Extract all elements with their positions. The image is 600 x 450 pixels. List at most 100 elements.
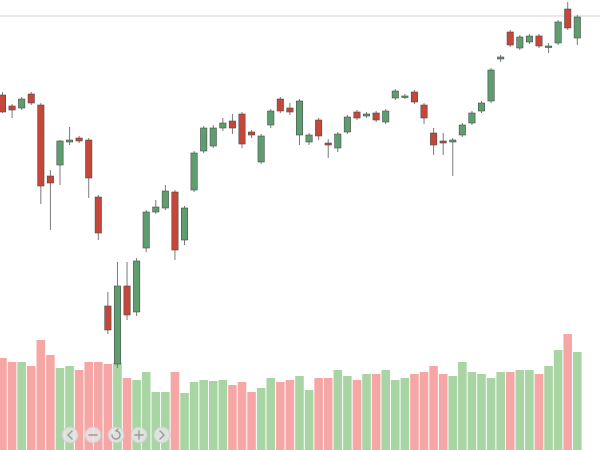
candle-body — [267, 110, 275, 126]
volume-bar — [333, 370, 343, 450]
candle-body — [487, 69, 495, 102]
candle-body — [181, 207, 189, 241]
volume-bar — [276, 382, 285, 450]
volume-bar — [170, 372, 180, 450]
candle-body — [449, 139, 457, 143]
candle-body — [85, 139, 93, 179]
candle-body — [37, 104, 45, 187]
volume-bar — [381, 370, 390, 450]
volume-bar — [141, 372, 151, 450]
volume-bar — [410, 374, 419, 450]
zoom-in-button[interactable] — [130, 426, 148, 444]
candle-body — [8, 105, 16, 111]
volume-bar — [352, 380, 362, 450]
candle-body — [315, 119, 323, 137]
volume-bar — [199, 380, 208, 450]
volume-bar — [84, 362, 94, 450]
candle-body — [27, 93, 35, 104]
volume-bar — [515, 370, 525, 450]
candle-body — [401, 95, 409, 98]
volume-bar — [553, 350, 563, 450]
candle-body — [295, 100, 303, 136]
candle-body — [123, 285, 131, 316]
volume-bar — [544, 366, 553, 450]
candle-body — [257, 135, 265, 163]
volume-bar — [314, 378, 323, 450]
volume-bar — [113, 363, 122, 450]
volume-bar — [0, 358, 7, 450]
volume-bar — [122, 378, 132, 450]
volume-bar — [208, 381, 218, 450]
candle-body — [382, 110, 390, 123]
volume-bar — [132, 380, 141, 450]
volume-bar — [467, 372, 477, 450]
candle-body — [353, 111, 361, 119]
volume-bar — [371, 374, 381, 450]
candle-body — [372, 112, 380, 121]
candle-body — [391, 90, 399, 99]
volume-bar — [65, 366, 74, 450]
candle-body — [56, 140, 64, 166]
candle-body — [420, 104, 428, 119]
candle-layer — [0, 2, 581, 368]
candle-body — [152, 206, 160, 213]
volume-bar — [534, 374, 544, 450]
candle-body — [209, 127, 217, 147]
volume-bar — [295, 376, 304, 450]
volume-bar — [429, 366, 438, 450]
volume-bar — [161, 392, 170, 450]
navigator — [61, 426, 171, 444]
candle-body — [324, 142, 332, 146]
volume-bar — [55, 368, 65, 450]
volume-bar — [390, 380, 400, 450]
volume-bar — [573, 352, 582, 450]
volume-bar — [525, 370, 534, 450]
candle-body — [554, 21, 562, 44]
volume-bar — [563, 334, 573, 450]
candle-body — [161, 190, 169, 209]
volume-bar — [448, 376, 458, 450]
candle-body — [410, 91, 418, 103]
volume-bar — [94, 362, 103, 450]
candle-body — [458, 124, 466, 136]
volume-bar — [505, 372, 515, 450]
candle-body — [66, 139, 74, 143]
volume-bar — [36, 340, 46, 450]
volume-bar — [496, 372, 505, 450]
candle-body — [334, 133, 342, 149]
candle-body — [133, 260, 141, 313]
volume-bar — [486, 378, 496, 450]
volume-bar — [189, 382, 199, 450]
volume-bar — [256, 388, 266, 450]
candle-body — [142, 211, 150, 249]
volume-bar — [323, 378, 333, 450]
zoom-out-button[interactable] — [84, 426, 102, 444]
scroll-left-button[interactable] — [61, 426, 79, 444]
volume-layer — [0, 334, 582, 450]
candle-body — [545, 45, 553, 48]
candle-body — [477, 102, 485, 112]
volume-bar — [180, 393, 189, 450]
volume-bar — [400, 378, 410, 450]
volume-bar — [458, 362, 467, 450]
candle-body — [305, 134, 313, 143]
volume-bar — [103, 364, 113, 450]
candle-body — [564, 8, 572, 29]
candle-body — [525, 35, 533, 43]
volume-bar — [419, 372, 429, 450]
candle-body — [0, 94, 7, 113]
candle-body — [104, 305, 112, 331]
reset-button[interactable] — [107, 426, 125, 444]
candle-body — [276, 98, 284, 112]
candle-body — [468, 112, 476, 124]
scroll-right-button[interactable] — [153, 426, 171, 444]
volume-bar — [304, 390, 314, 450]
volume-bar — [7, 362, 17, 450]
volume-bar — [362, 374, 371, 450]
candle-body — [94, 196, 102, 234]
candle-body — [219, 122, 227, 129]
candle-body — [430, 132, 438, 146]
candle-body — [75, 137, 83, 142]
